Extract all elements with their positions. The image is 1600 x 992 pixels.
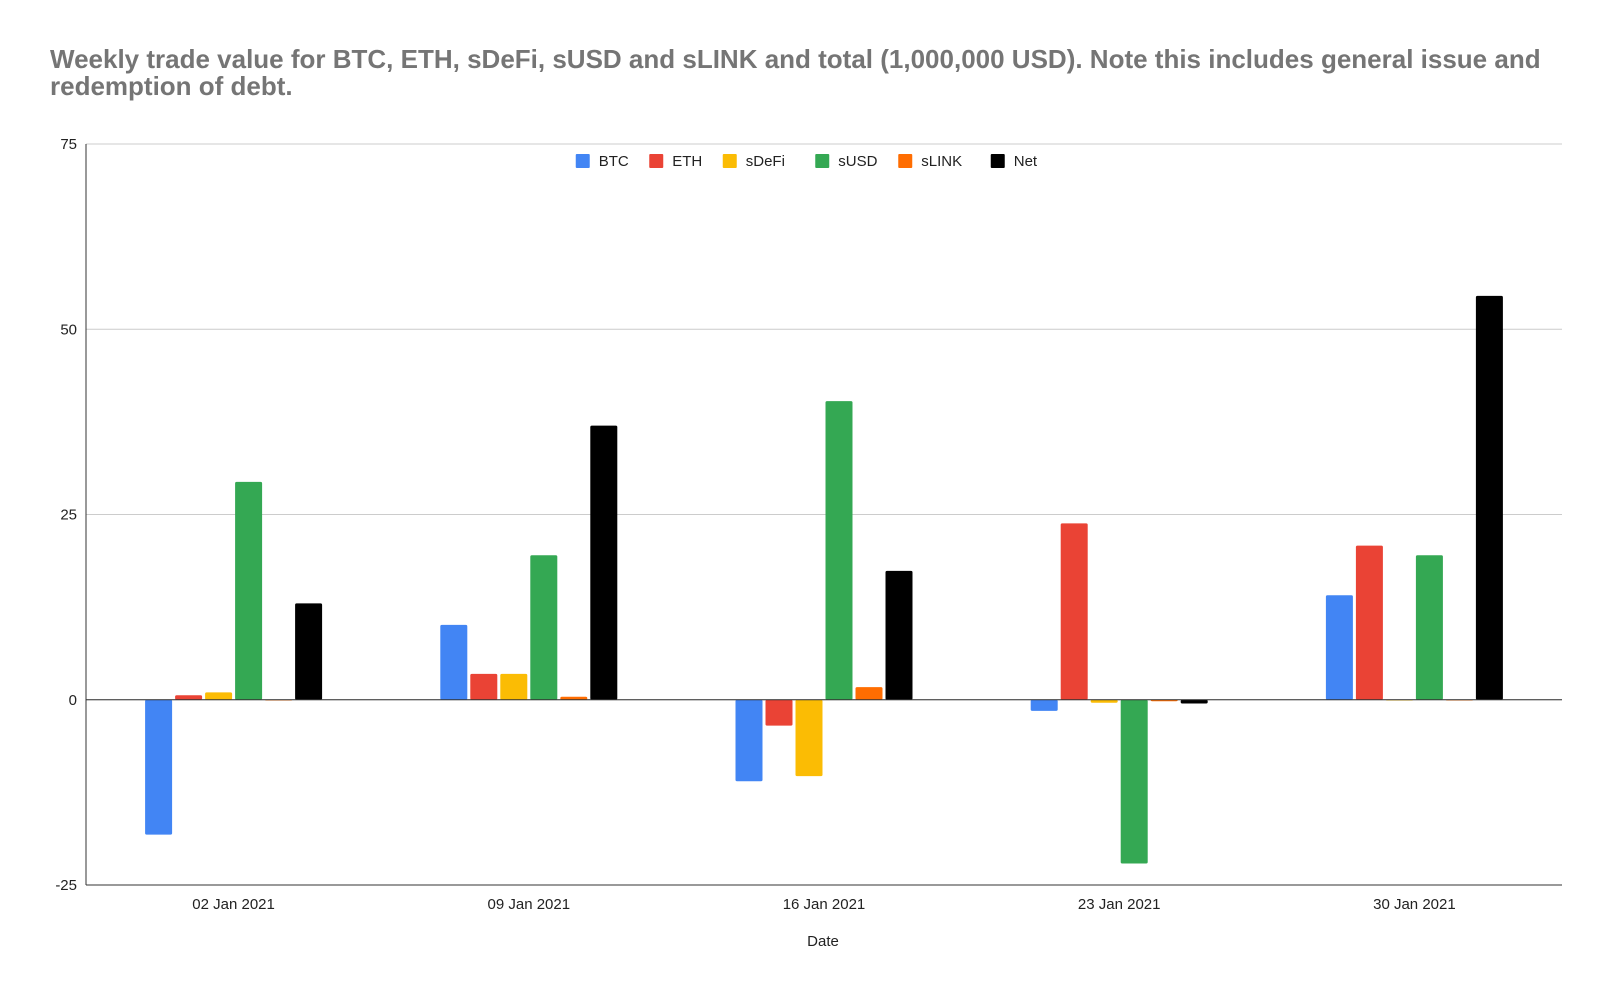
bar-eth-1 — [470, 673, 498, 700]
bar-btc-3 — [1030, 699, 1058, 711]
legend: BTC ETH sDeFi sUSD sLINK Net — [575, 153, 1038, 170]
legend-label-net: Net — [1014, 153, 1038, 170]
chart-title: Weekly trade value for BTC, ETH, sDeFi, … — [50, 44, 1541, 101]
legend-swatch-net — [990, 154, 1005, 168]
axes — [85, 144, 1562, 886]
legend-label-btc: BTC — [599, 153, 629, 170]
bar-btc-4 — [1325, 595, 1353, 700]
bar-btc-2 — [735, 699, 763, 782]
x-axis-ticks: 02 Jan 2021 09 Jan 2021 16 Jan 2021 23 Jan … — [192, 896, 1455, 913]
x-tick-label: 30 Jan 2021 — [1373, 896, 1456, 913]
bar-sdefi-2 — [795, 699, 823, 777]
bar-btc-1 — [440, 624, 468, 700]
bars — [145, 295, 1503, 864]
bar-susd-0 — [235, 481, 263, 700]
x-tick-label: 02 Jan 2021 — [192, 896, 275, 913]
bar-susd-1 — [530, 555, 558, 700]
x-tick-label: 23 Jan 2021 — [1078, 896, 1161, 913]
bar-eth-4 — [1355, 545, 1383, 700]
legend-swatch-eth — [649, 154, 664, 168]
bar-net-1 — [590, 425, 618, 700]
bar-eth-2 — [765, 699, 793, 726]
bar-sdefi-0 — [205, 692, 233, 700]
y-tick-label: -25 — [55, 877, 77, 894]
bar-net-0 — [295, 603, 323, 700]
bar-susd-3 — [1120, 699, 1148, 864]
bar-net-4 — [1475, 295, 1503, 700]
gridlines — [86, 143, 1562, 886]
bar-slink-1 — [560, 696, 588, 700]
legend-label-slink: sLINK — [921, 153, 962, 170]
y-tick-label: 50 — [60, 321, 77, 338]
x-tick-label: 16 Jan 2021 — [783, 896, 866, 913]
bar-eth-0 — [175, 695, 203, 700]
y-tick-label: 25 — [60, 507, 77, 524]
x-tick-label: 09 Jan 2021 — [488, 896, 571, 913]
legend-label-eth: ETH — [672, 153, 702, 170]
bar-sdefi-3 — [1090, 699, 1118, 703]
legend-label-susd: sUSD — [838, 153, 877, 170]
y-tick-label: 0 — [69, 692, 77, 709]
y-axis-ticks: 75 50 25 0 -25 — [55, 136, 77, 894]
x-axis-title: Date — [807, 933, 839, 950]
legend-swatch-btc — [575, 154, 590, 168]
y-tick-label: 75 — [60, 136, 77, 153]
bar-eth-3 — [1060, 523, 1088, 700]
legend-swatch-susd — [815, 154, 830, 168]
bar-slink-2 — [855, 687, 883, 700]
bar-sdefi-1 — [500, 673, 528, 700]
bar-susd-4 — [1415, 555, 1443, 700]
bar-net-3 — [1180, 699, 1208, 704]
bar-susd-2 — [825, 401, 853, 700]
legend-label-sdefi: sDeFi — [746, 153, 785, 170]
legend-swatch-slink — [898, 154, 913, 168]
bar-btc-0 — [145, 699, 173, 835]
legend-swatch-sdefi — [722, 154, 737, 168]
bar-net-2 — [885, 570, 913, 700]
